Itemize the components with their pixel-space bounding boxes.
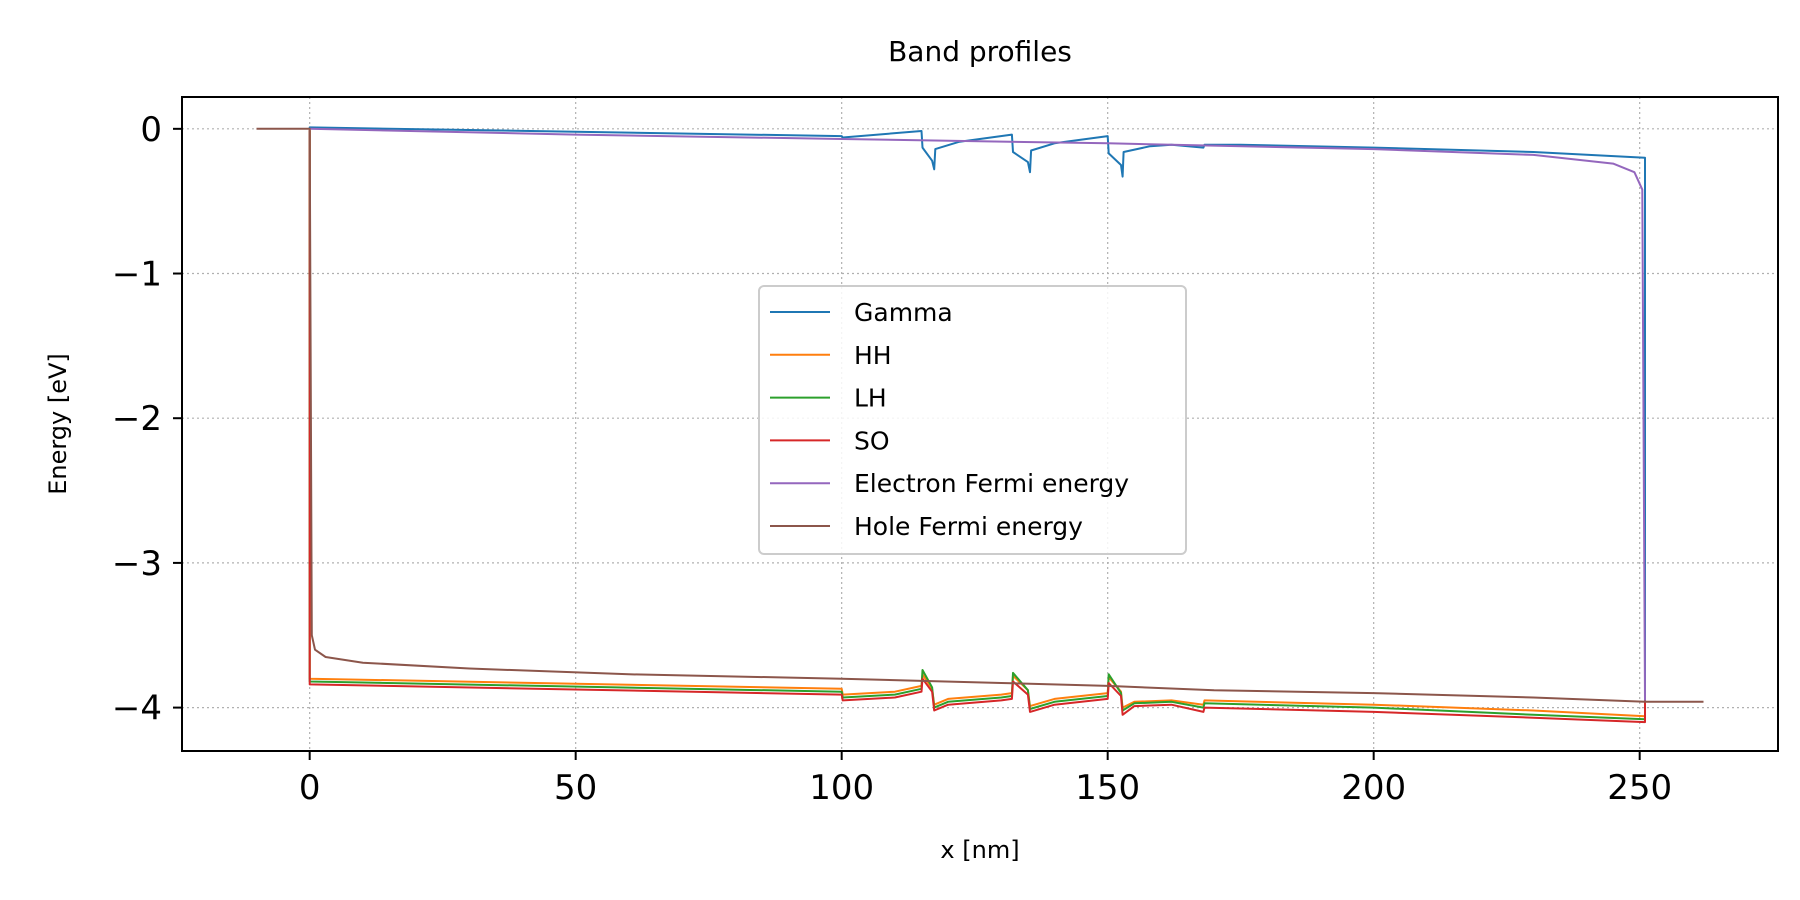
x-tick-label: 200 xyxy=(1341,768,1406,808)
legend-label-hh: HH xyxy=(854,341,892,370)
series-line-hole-fermi-energy xyxy=(256,127,1704,703)
legend-label-hole-fermi-energy: Hole Fermi energy xyxy=(854,512,1083,541)
y-tick-label: −1 xyxy=(112,255,162,295)
y-tick-label: 0 xyxy=(140,110,162,150)
chart-title: Band profiles xyxy=(888,35,1072,68)
x-tick-label: 150 xyxy=(1075,768,1140,808)
x-tick-label: 250 xyxy=(1607,768,1672,808)
legend-label-so: SO xyxy=(854,426,890,455)
y-tick-label: −2 xyxy=(112,399,162,439)
axes-frame xyxy=(181,96,1779,752)
x-tick-label: 0 xyxy=(299,768,321,808)
legend-label-lh: LH xyxy=(854,384,887,413)
series-line-so xyxy=(308,130,1646,724)
x-tick-label: 100 xyxy=(809,768,874,808)
y-tick-label: −4 xyxy=(112,689,162,729)
y-axis: 0 −1 −2 −3 −4 xyxy=(112,110,182,729)
legend-label-gamma: Gamma xyxy=(854,298,953,327)
x-axis-label: x [nm] xyxy=(940,836,1019,864)
legend-box xyxy=(758,285,1187,555)
x-axis: 0 50 100 150 200 250 xyxy=(299,751,1672,808)
series-line-electron-fermi-energy xyxy=(309,127,1646,701)
plot-area xyxy=(256,126,1704,724)
legend-label-electron-fermi-energy: Electron Fermi energy xyxy=(854,469,1129,498)
x-tick-label: 50 xyxy=(554,768,597,808)
legend: Gamma HH LH SO Electron Fermi energy Hole Fer… xyxy=(758,285,1187,555)
y-tick-label: −3 xyxy=(112,544,162,584)
y-axis-label: Energy [eV] xyxy=(44,353,72,495)
